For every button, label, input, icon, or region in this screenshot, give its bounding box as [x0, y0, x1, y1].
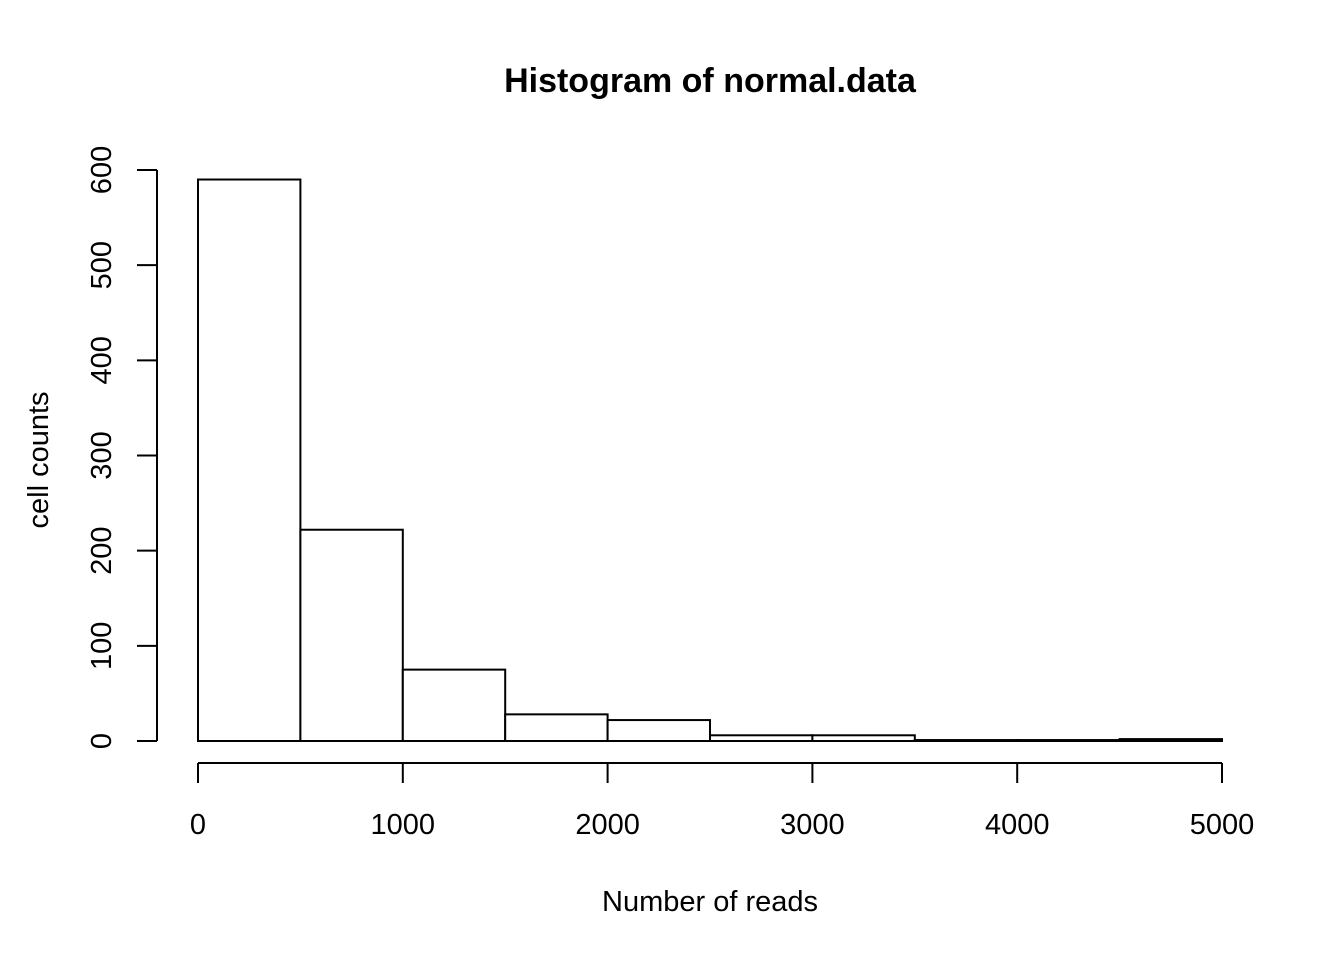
x-axis: 0 1000 2000 3000 4000 5000 [190, 762, 1255, 841]
x-tick-label: 4000 [985, 809, 1050, 841]
bars-group [197, 178, 1223, 743]
histogram-bar [197, 178, 302, 742]
y-axis: 0 100 200 300 400 500 600 [86, 146, 158, 749]
histogram-bar [1118, 738, 1223, 743]
histogram-bar [709, 734, 814, 742]
histogram-bar [401, 668, 507, 742]
histogram-bar [913, 739, 1019, 743]
x-tick-label: 2000 [575, 809, 640, 841]
histogram-bar [504, 713, 609, 742]
y-tick-label: 100 [86, 622, 118, 670]
x-axis-label: Number of reads [602, 886, 818, 918]
y-tick-label: 0 [86, 733, 118, 749]
x-tick-label: 5000 [1190, 809, 1255, 841]
histogram-bar [606, 719, 711, 743]
chart-title: Histogram of normal.data [504, 62, 917, 100]
x-tick-label: 1000 [371, 809, 436, 841]
histogram-bar [811, 734, 916, 742]
y-tick-label: 600 [86, 146, 118, 194]
y-axis-label: cell counts [23, 391, 55, 528]
y-tick-label: 500 [86, 241, 118, 289]
x-tick-label: 0 [190, 809, 206, 841]
histogram-bar [299, 528, 404, 742]
histogram-bar [1016, 739, 1121, 743]
y-tick-label: 200 [86, 526, 118, 574]
x-tick-label: 3000 [780, 809, 845, 841]
y-tick-label: 400 [86, 336, 118, 384]
y-tick-label: 300 [86, 431, 118, 479]
